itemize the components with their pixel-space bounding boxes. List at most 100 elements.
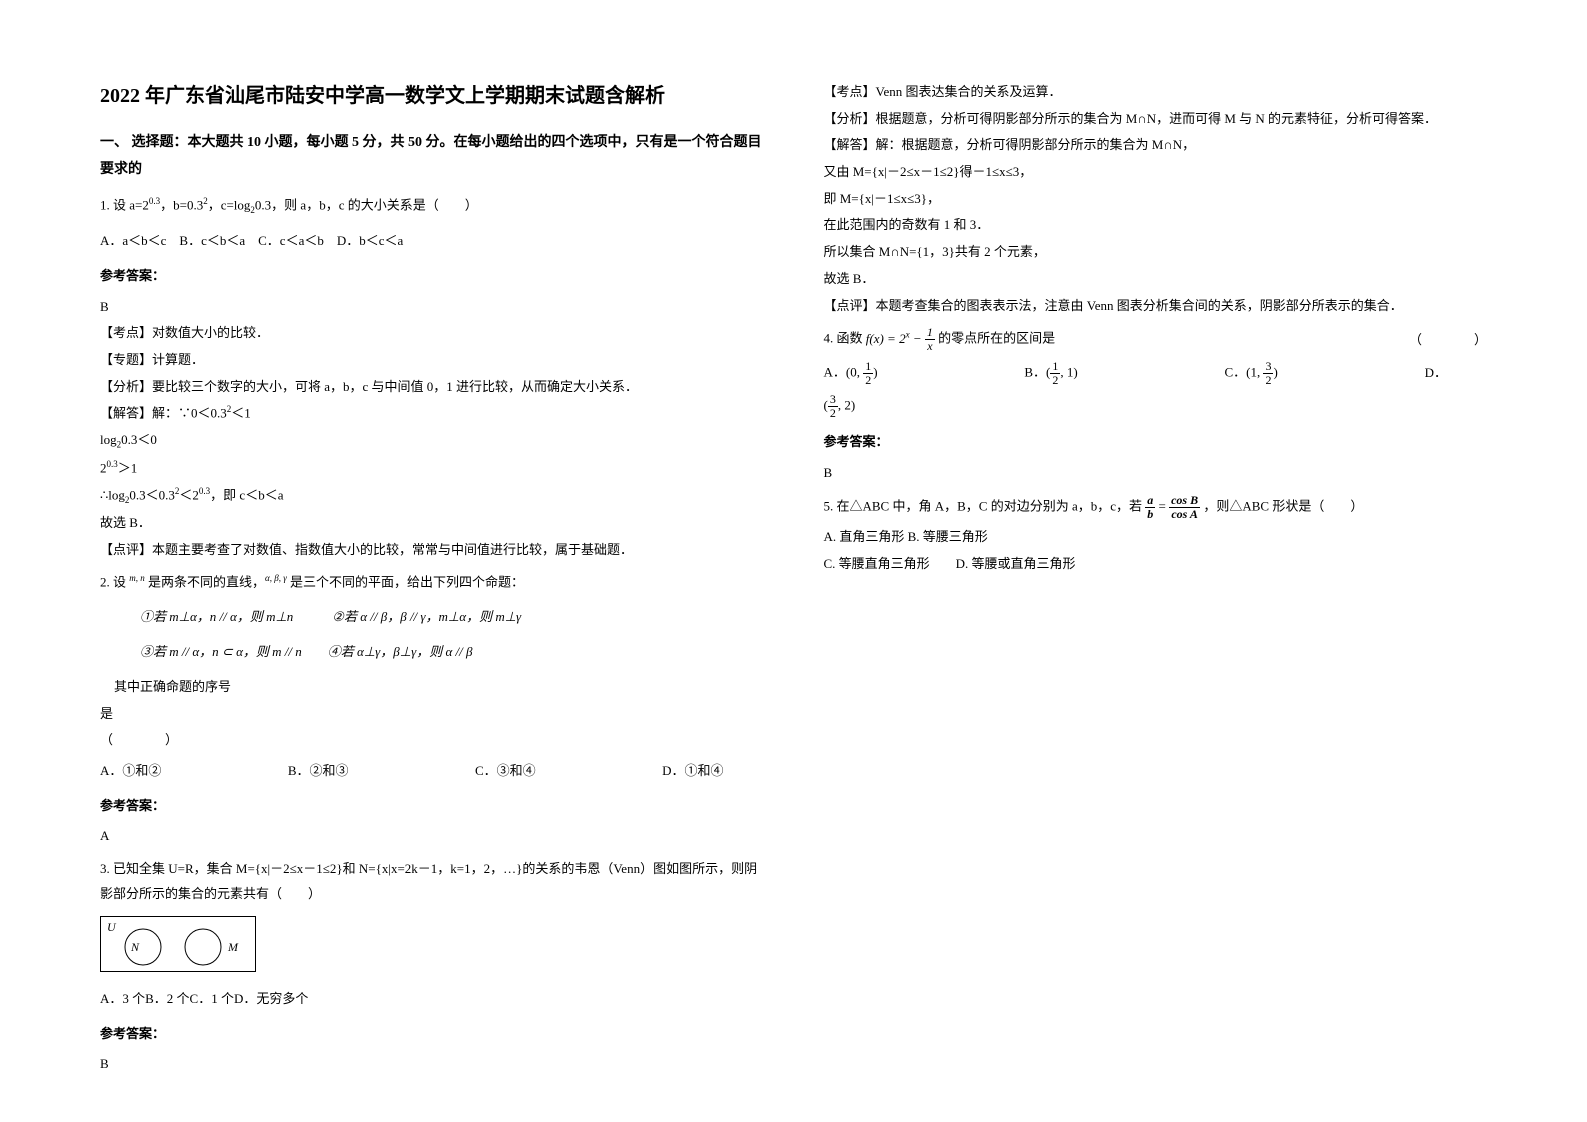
d: 2 <box>828 407 838 420</box>
q1-zhuanti: 【专题】计算题． <box>100 348 764 373</box>
opt-c: C．(1, 32) <box>1224 360 1277 387</box>
a: 1 <box>1250 364 1257 379</box>
text: ∴log <box>100 487 125 502</box>
answer-head: 参考答案： <box>100 1022 764 1047</box>
answer-head: 参考答案： <box>100 794 764 819</box>
q1-jieda-3: 20.3＞1 <box>100 456 764 481</box>
text: 0.3＜0.3 <box>129 487 175 502</box>
q1-fenxi: 【分析】要比较三个数字的大小，可将 a，b，c 与中间值 0，1 进行比较，从而… <box>100 375 764 400</box>
q3-kaodian: 【考点】Venn 图表达集合的关系及运算． <box>824 80 1488 105</box>
q3-jd4: 在此范围内的奇数有 1 和 3． <box>824 213 1488 238</box>
venn-u: U <box>107 920 117 934</box>
opt-a: A．(0, 12) <box>824 360 878 387</box>
q1-stem: 1. 设 a=20.3，b=0.32，c=log20.3，则 a，b，c 的大小… <box>100 193 764 219</box>
label: C． <box>1224 364 1246 379</box>
label: A． <box>824 364 846 379</box>
text: 1. 设 a=2 <box>100 198 149 213</box>
q2-tail3: （ ） <box>100 728 764 753</box>
q2-tail: 其中正确命题的序号 <box>100 675 764 700</box>
n: a <box>1145 494 1155 508</box>
q1-jieda-5: 故选 B． <box>100 511 764 536</box>
q4-answer: B <box>824 461 1488 486</box>
sup: 0.3 <box>149 196 160 206</box>
q1-jieda-1: 【解答】解：∵0＜0.32＜1 <box>100 401 764 426</box>
n: 1 <box>863 360 873 374</box>
den: x <box>925 340 935 353</box>
a: 0 <box>850 364 857 379</box>
text: 【解答】解：∵0＜0.3 <box>100 406 227 421</box>
n: cos B <box>1169 494 1200 508</box>
section-1-head: 一、 选择题：本大题共 10 小题，每小题 5 分，共 50 分。在每小题给出的… <box>100 130 764 183</box>
n: 1 <box>1050 360 1060 374</box>
q1-options: A．a＜b＜c B．c＜b＜a C．c＜a＜b D．b＜c＜a <box>100 229 764 254</box>
q3-jd1: 【解答】解：根据题意，分析可得阴影部分所示的集合为 M∩N， <box>824 133 1488 158</box>
sup: 0.3 <box>199 486 210 496</box>
q1-kaodian: 【考点】对数值大小的比较． <box>100 321 764 346</box>
text: 4. 函数 <box>824 331 866 346</box>
q3-answer: B <box>100 1052 764 1077</box>
answer-head: 参考答案： <box>824 430 1488 455</box>
text: 5. 在△ABC 中，角 A，B，C 的对边分别为 a，b，c，若 <box>824 498 1146 513</box>
text: ，即 c＜b＜a <box>210 487 283 502</box>
text: 是三个不同的平面，给出下列四个命题： <box>287 575 524 590</box>
q1-jieda-2: log20.3＜0 <box>100 428 764 454</box>
d: cos A <box>1169 508 1200 521</box>
answer-head: 参考答案： <box>100 264 764 289</box>
eq: = <box>1155 498 1169 513</box>
page-title: 2022 年广东省汕尾市陆安中学高一数学文上学期期末试题含解析 <box>100 80 764 112</box>
q4-options-row1: A．(0, 12) B．(12, 1) C．(1, 32) D． <box>824 360 1488 387</box>
q2-stem: 2. 设 m, n 是两条不同的直线，α, β, γ 是三个不同的平面，给出下列… <box>100 570 764 595</box>
q2-prop-34: ③若 m // α，n ⊂ α，则 m // n ④若 α⊥γ，β⊥γ，则 α … <box>100 640 764 665</box>
label: B． <box>1024 364 1046 379</box>
q2-prop-12: ①若 m⊥α，n // α，则 m⊥n ②若 α // β，β // γ，m⊥α… <box>100 605 764 630</box>
b: 2 <box>844 398 851 413</box>
sup: 0.3 <box>107 459 118 469</box>
opt-d-label: D． <box>1425 361 1447 386</box>
text: ，b=0.3 <box>160 198 203 213</box>
q4-opt-d: (32, 2) <box>824 393 1488 420</box>
opt-a: A．①和② <box>100 759 161 784</box>
text: f(x) = 2 <box>866 331 906 346</box>
q2-options: A．①和② B．②和③ C．③和④ D．①和④ <box>100 759 764 784</box>
q2-answer: A <box>100 824 764 849</box>
text: 的零点所在的区间是 <box>938 331 1055 346</box>
venn-n: N <box>130 940 140 954</box>
b: 1 <box>1067 364 1074 379</box>
text: ，c=log <box>208 198 251 213</box>
text: ＜2 <box>179 487 199 502</box>
venn-m: M <box>227 940 239 954</box>
q3-options: A．3 个B．2 个C．1 个D．无穷多个 <box>100 987 764 1012</box>
q3-jd5: 所以集合 M∩N={1，3}共有 2 个元素， <box>824 240 1488 265</box>
opt-d: D．①和④ <box>662 759 723 784</box>
text: 0.3＜0 <box>121 432 157 447</box>
num: 1 <box>925 326 935 340</box>
d: 2 <box>1263 374 1273 387</box>
text: − <box>910 331 925 346</box>
text: ＜1 <box>231 406 251 421</box>
q3-fenxi: 【分析】根据题意，分析可得阴影部分所示的集合为 M∩N，进而可得 M 与 N 的… <box>824 107 1488 132</box>
opt-b: B．(12, 1) <box>1024 360 1077 387</box>
d: 2 <box>863 374 873 387</box>
d: b <box>1145 508 1155 521</box>
opt-b: B．②和③ <box>288 759 349 784</box>
n: 3 <box>1263 360 1273 374</box>
q1-answer: B <box>100 295 764 320</box>
d: 2 <box>1050 374 1060 387</box>
opt-c: C．③和④ <box>475 759 536 784</box>
q3-jd2: 又由 M={x|－2≤x－1≤2}得－1≤x≤3， <box>824 160 1488 185</box>
sup: α, β, γ <box>265 573 287 583</box>
sup: m, n <box>129 573 145 583</box>
q1-dianping: 【点评】本题主要考查了对数值、指数值大小的比较，常常与中间值进行比较，属于基础题… <box>100 538 764 563</box>
text: 0.3，则 a，b，c 的大小关系是（ ） <box>255 198 478 213</box>
venn-diagram: U N M <box>100 916 256 972</box>
blank: （ ） <box>1409 328 1487 353</box>
q5-opts-cd: C. 等腰直角三角形 D. 等腰或直角三角形 <box>824 552 1488 577</box>
q3-jd3: 即 M={x|－1≤x≤3}， <box>824 187 1488 212</box>
q1-jieda-4: ∴log20.3＜0.32＜20.3，即 c＜b＜a <box>100 483 764 509</box>
text: 是两条不同的直线， <box>145 575 265 590</box>
text: 2. 设 <box>100 575 129 590</box>
q4-stem: 4. 函数 f(x) = 2x − 1x 的零点所在的区间是 （ ） <box>824 326 1488 353</box>
text: ，则△ABC 形状是（ ） <box>1203 498 1363 513</box>
q3-dianping: 【点评】本题考查集合的图表表示法，注意由 Venn 图表分析集合间的关系，阴影部… <box>824 294 1488 319</box>
q5-stem: 5. 在△ABC 中，角 A，B，C 的对边分别为 a，b，c，若 ab = c… <box>824 494 1488 521</box>
